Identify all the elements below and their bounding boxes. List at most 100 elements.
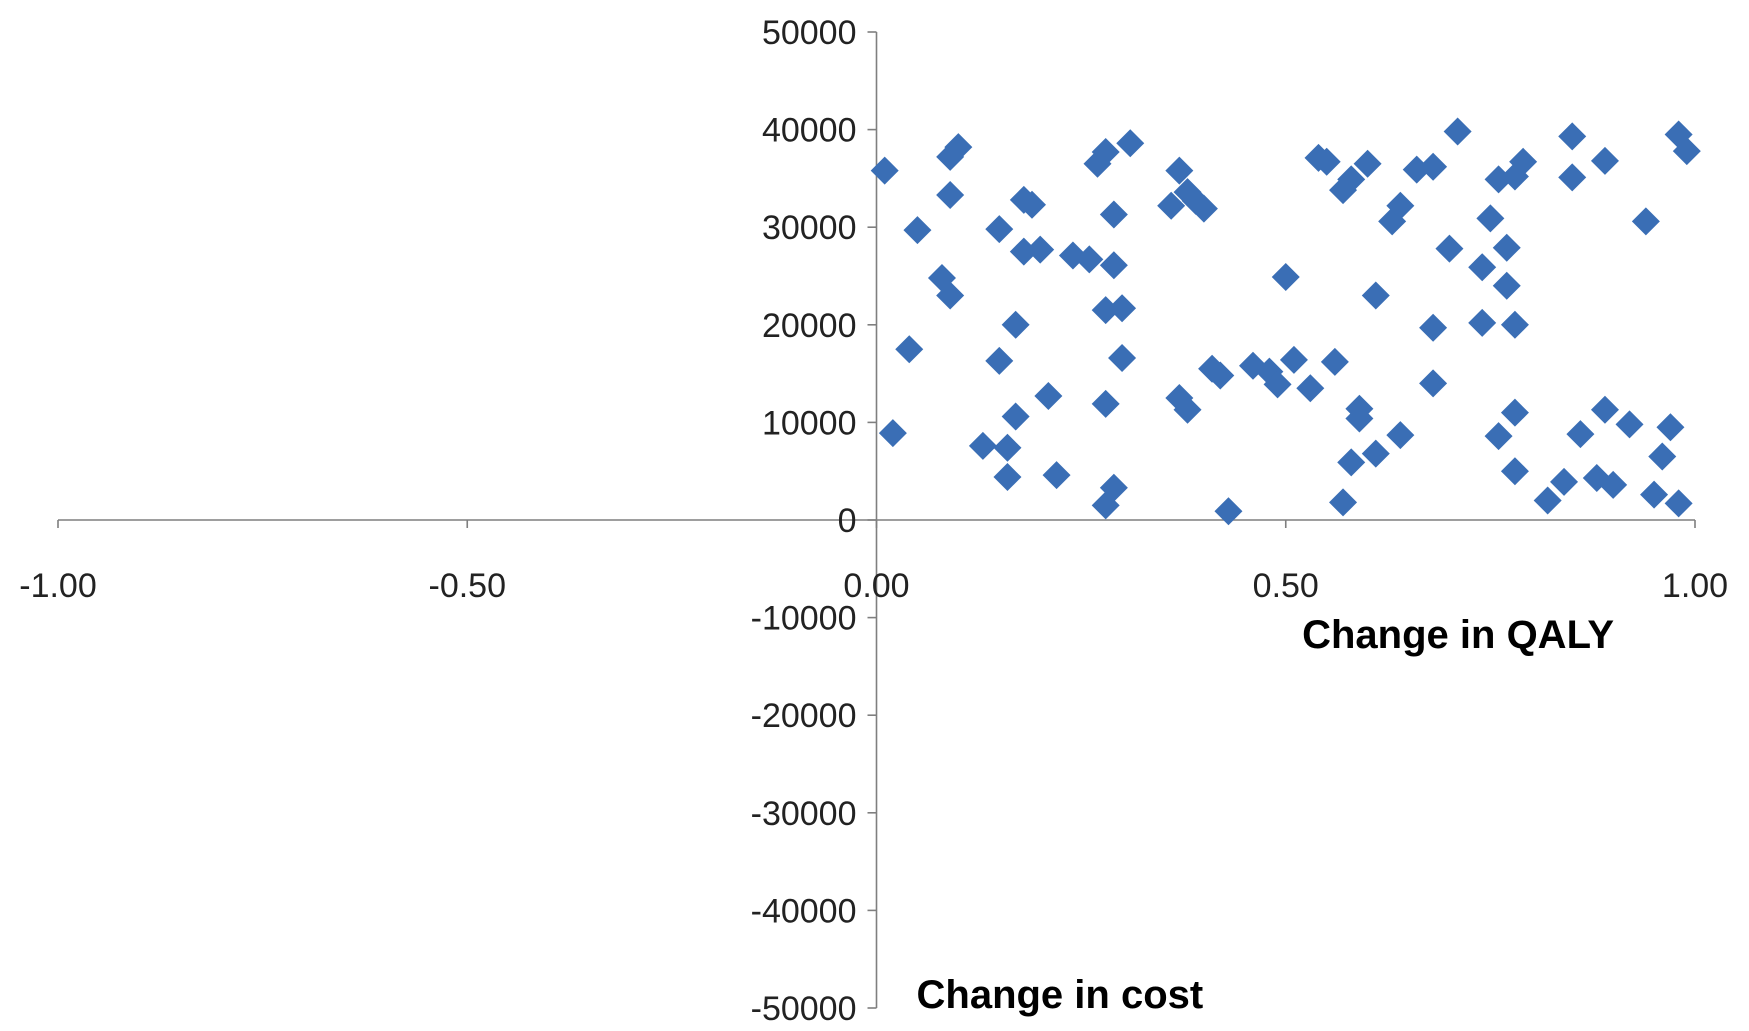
data-point [1590, 395, 1619, 424]
data-point [1631, 207, 1660, 236]
data-point [1468, 308, 1497, 337]
y-tick-label: -30000 [751, 795, 857, 833]
data-point [1099, 251, 1128, 280]
data-point [936, 180, 965, 209]
data-point [1500, 310, 1529, 339]
y-tick-label: -40000 [751, 892, 857, 930]
data-point [1419, 313, 1448, 342]
data-point [985, 215, 1014, 244]
data-point [1042, 461, 1071, 490]
y-tick-label: 30000 [762, 209, 857, 247]
y-tick-label: 0 [838, 502, 857, 540]
data-point [1337, 448, 1366, 477]
data-point [1337, 165, 1366, 194]
data-point [1091, 296, 1120, 325]
data-point [1157, 191, 1186, 220]
data-point [1599, 470, 1628, 499]
data-point [1214, 497, 1243, 526]
data-point [1099, 200, 1128, 229]
data-points [870, 117, 1701, 526]
axes: -1.00 -0.50 0.00 0.50 1.00 50000 40000 30000 20… [19, 14, 1728, 1028]
x-tick-label: -0.50 [429, 567, 507, 605]
data-point [936, 281, 965, 310]
data-point [1263, 370, 1292, 399]
data-point [1296, 374, 1325, 403]
data-point [1099, 473, 1128, 502]
y-tick-label: 20000 [762, 307, 857, 345]
data-point [1484, 422, 1513, 451]
data-point [1656, 413, 1685, 442]
data-point [1386, 421, 1415, 450]
data-point [1615, 410, 1644, 439]
data-point [1091, 389, 1120, 418]
data-point [1500, 398, 1529, 427]
x-axis-ticks: -1.00 -0.50 0.00 0.50 1.00 [19, 520, 1728, 605]
x-tick-label: 1.00 [1662, 567, 1728, 605]
data-point [993, 433, 1022, 462]
data-point [1312, 147, 1341, 176]
data-point [1640, 480, 1669, 509]
y-tick-label: 50000 [762, 14, 857, 52]
data-point [1026, 235, 1055, 264]
x-tick-label: 0.00 [843, 567, 909, 605]
data-point [1108, 343, 1137, 372]
y-tick-label: 10000 [762, 404, 857, 442]
data-point [1443, 117, 1472, 146]
data-point [1075, 245, 1104, 274]
data-point [1001, 402, 1030, 431]
data-point [993, 463, 1022, 492]
data-point [1034, 382, 1063, 411]
data-point [1271, 262, 1300, 291]
data-point [1361, 439, 1390, 468]
data-point [1550, 467, 1579, 496]
data-point [1476, 204, 1505, 233]
data-point [1206, 361, 1235, 390]
data-point [1664, 489, 1693, 518]
y-tick-label: -10000 [751, 600, 857, 638]
data-point [1468, 253, 1497, 282]
data-point [1558, 122, 1587, 151]
y-tick-label: 40000 [762, 112, 857, 150]
data-point [1108, 294, 1137, 323]
data-point [1091, 138, 1120, 167]
x-tick-label: -1.00 [19, 567, 97, 605]
data-point [1173, 395, 1202, 424]
data-point [1419, 152, 1448, 181]
data-point [1345, 404, 1374, 433]
data-point [1189, 194, 1218, 223]
data-point [985, 346, 1014, 375]
data-point [1492, 233, 1521, 262]
data-point [944, 133, 973, 162]
data-point [1509, 147, 1538, 176]
data-point [968, 431, 997, 460]
y-axis-title: Change in cost [917, 973, 1204, 1017]
data-point [1500, 457, 1529, 486]
data-point [1116, 129, 1145, 158]
y-tick-label: -50000 [751, 990, 857, 1028]
data-point [1419, 369, 1448, 398]
data-point [903, 216, 932, 245]
y-tick-label: -20000 [751, 697, 857, 735]
data-point [870, 156, 899, 185]
data-point [1320, 347, 1349, 376]
data-point [1590, 146, 1619, 175]
x-axis-title: Change in QALY [1302, 613, 1614, 657]
data-point [1492, 271, 1521, 300]
data-point [1558, 163, 1587, 192]
data-point [1435, 234, 1464, 263]
x-tick-label: 0.50 [1253, 567, 1319, 605]
data-point [1672, 137, 1701, 166]
data-point [1001, 310, 1030, 339]
data-point [878, 419, 907, 448]
data-point [1009, 237, 1038, 266]
data-point [1386, 191, 1415, 220]
data-point [1329, 488, 1358, 517]
data-point [1648, 442, 1677, 471]
data-point [1353, 149, 1382, 178]
data-point [1279, 345, 1308, 374]
data-point [895, 335, 924, 364]
data-point [1533, 486, 1562, 515]
y-axis-ticks: 50000 40000 30000 20000 10000 0 -10000 -20000 -3… [751, 14, 877, 1028]
data-point [1361, 281, 1390, 310]
